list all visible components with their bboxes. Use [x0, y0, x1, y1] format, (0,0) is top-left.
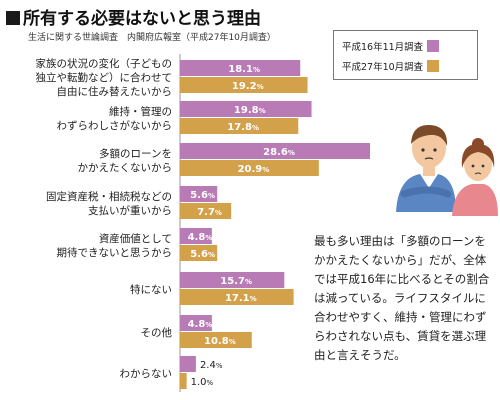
data-label-2015: 5.6%: [190, 249, 215, 260]
category-label: わずらわしさがないから: [57, 119, 173, 132]
chart-subtitle: 生活に関する世論調査 内閣府広報室（平成27年10月調査）: [28, 33, 276, 43]
legend-swatch-2015: [427, 60, 440, 72]
category-label: 期待できないと思うから: [57, 246, 173, 259]
data-label-2015: 1.0%: [191, 377, 214, 388]
legend-item-2015: 平成27年10月調査: [342, 59, 440, 73]
bar-2004: [180, 101, 312, 117]
category-label: 支払いが重いから: [88, 204, 172, 217]
data-label-2004: 2.4%: [200, 360, 223, 371]
category-label: 固定資産税・相続税などの: [46, 190, 172, 203]
category-label: その他: [141, 326, 173, 339]
chart-title: 所有する必要はないと思う理由: [6, 4, 261, 29]
data-label-2004: 5.6%: [190, 190, 215, 201]
bar-2004: [180, 228, 212, 244]
data-label-2004: 18.1%: [228, 64, 260, 75]
data-label-2004: 19.8%: [234, 105, 266, 116]
bar-2015: [180, 118, 299, 134]
legend-item-2004: 平成16年11月調査: [342, 39, 440, 53]
bar-2004: [180, 186, 218, 202]
legend-swatch-2004: [427, 40, 440, 52]
bar-2015: [180, 245, 218, 261]
data-label-2015: 10.8%: [204, 336, 236, 347]
data-label-2004: 28.6%: [263, 147, 295, 158]
legend-label-2015: 平成27年10月調査: [342, 62, 424, 73]
data-label-2004: 4.8%: [188, 319, 213, 330]
category-label: 特にない: [130, 284, 172, 296]
bar-2015: [180, 332, 252, 348]
title-square-icon: [6, 11, 20, 25]
bar-2015: [180, 373, 187, 389]
bar-2015: [180, 289, 294, 305]
bar-2004: [180, 272, 285, 288]
data-label-2015: 17.1%: [225, 293, 257, 304]
legend: 平成16年11月調査 平成27年10月調査: [333, 30, 478, 80]
category-label: 資産価値として: [99, 232, 172, 245]
data-label-2004: 15.7%: [220, 276, 252, 287]
bar-2004: [180, 315, 212, 331]
category-label: 独立や転勤など）に合わせて: [36, 71, 173, 84]
legend-label-2004: 平成16年11月調査: [342, 42, 424, 53]
chart-title-text: 所有する必要はないと思う理由: [23, 9, 261, 29]
bar-2004: [180, 60, 301, 76]
data-label-2004: 4.8%: [188, 232, 213, 243]
bar-2004: [180, 143, 370, 159]
couple-illustration: [396, 124, 498, 216]
category-label: わからない: [120, 368, 173, 380]
bar-2015: [180, 160, 319, 176]
data-label-2015: 7.7%: [197, 207, 222, 218]
category-label: 維持・管理の: [109, 105, 172, 118]
category-label: かかえたくないから: [78, 162, 173, 174]
bar-2004: [180, 356, 196, 372]
bar-2015: [180, 203, 232, 219]
commentary-text: 最も多い理由は「多額のローンをかかえたくないから」だが、全体では平成16年に比べ…: [314, 234, 490, 362]
category-label: 多額のローンを: [99, 147, 172, 160]
category-label: 自由に住み替えたいから: [57, 85, 173, 98]
category-label: 家族の状況の変化（子どもの: [36, 57, 173, 70]
data-label-2015: 17.8%: [227, 122, 259, 133]
data-label-2015: 19.2%: [232, 81, 264, 92]
data-label-2015: 20.9%: [238, 164, 270, 175]
bar-2015: [180, 77, 308, 93]
